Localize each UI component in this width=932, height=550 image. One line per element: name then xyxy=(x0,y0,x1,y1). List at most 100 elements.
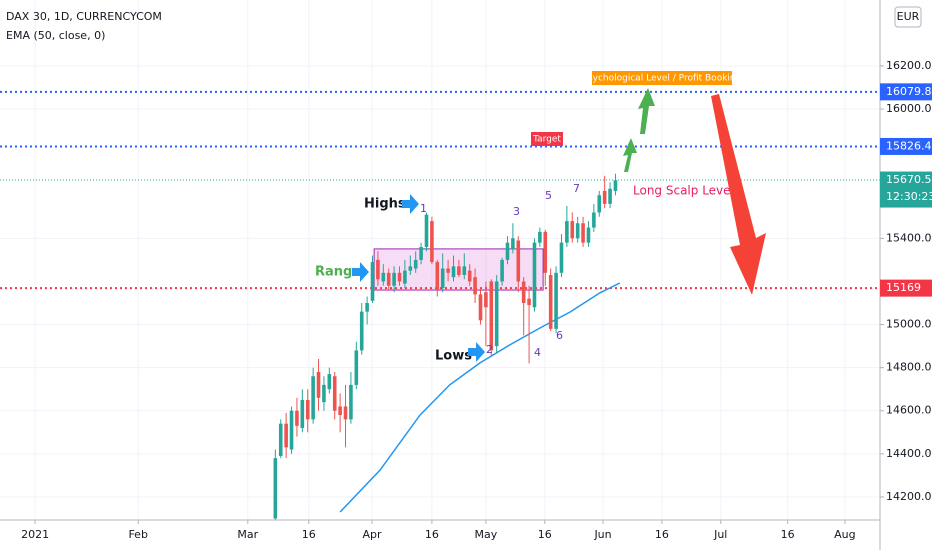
candle-body xyxy=(311,376,315,420)
arrow xyxy=(352,262,369,282)
plot xyxy=(0,90,880,521)
candle-body xyxy=(505,242,510,260)
candle-body xyxy=(332,376,337,411)
x-tick-label: 16 xyxy=(302,528,316,541)
candle-body xyxy=(554,272,558,329)
annotation: Range xyxy=(315,265,361,280)
annotation: Lows xyxy=(435,349,472,364)
candle-body xyxy=(489,281,494,351)
x-tick-label: 16 xyxy=(655,528,669,541)
annotation: 2 xyxy=(486,343,493,356)
grid xyxy=(0,0,880,520)
candle-body xyxy=(392,272,396,286)
psych-box xyxy=(592,71,732,85)
candle-body xyxy=(511,238,515,250)
arrow xyxy=(638,88,655,134)
candle-body xyxy=(424,214,429,247)
candle-body xyxy=(343,406,348,420)
candle-body xyxy=(451,266,456,278)
candle-body xyxy=(397,272,402,282)
x-tick-label: 2021 xyxy=(21,528,49,541)
candle-body xyxy=(602,190,607,204)
candle-body xyxy=(586,227,591,243)
candle-body xyxy=(327,374,332,390)
candle-body xyxy=(581,223,585,243)
candle-body xyxy=(413,259,418,269)
candle-body xyxy=(278,423,283,456)
x-tick-label: Feb xyxy=(128,528,147,541)
annotation: Highs xyxy=(364,197,406,212)
candle-body xyxy=(300,399,305,428)
currency-button[interactable] xyxy=(894,6,922,28)
x-tick-label: 16 xyxy=(781,528,795,541)
candle-body xyxy=(430,221,434,263)
candle-body xyxy=(597,195,602,213)
axes: 14200.0 14400.0 14600.0 14800.0 15000.0 15400… xyxy=(21,59,932,541)
candle-body xyxy=(527,298,531,306)
annotation: 4 xyxy=(534,346,541,359)
candle-body xyxy=(592,212,596,228)
annotation: 5 xyxy=(545,189,552,202)
y-tick-label: 15000.0 xyxy=(886,318,932,331)
candle-body xyxy=(403,270,407,284)
candle-body xyxy=(543,231,548,273)
arrow xyxy=(623,138,637,172)
annotation: Long Scalp Levels xyxy=(633,184,740,198)
candle-body xyxy=(559,242,564,273)
candle-body xyxy=(467,270,472,282)
level-label-bg xyxy=(880,83,932,101)
candle-body xyxy=(289,410,294,450)
candle-body xyxy=(354,350,359,385)
y-tick-label: 14600.0 xyxy=(886,404,932,417)
indicator-legend: EMA (50, close, 0) xyxy=(6,29,105,42)
candle-body xyxy=(516,240,521,282)
annotation: 7 xyxy=(573,182,580,195)
candle-body xyxy=(462,266,467,275)
candle-body xyxy=(419,246,423,260)
candle-body xyxy=(521,281,526,303)
target-box xyxy=(531,132,563,146)
y-tick-label: 14200.0 xyxy=(886,490,932,503)
candle-body xyxy=(500,259,504,282)
annotation: 6 xyxy=(556,329,563,342)
currency[interactable]: EUR xyxy=(897,10,920,23)
x-tick-label: 16 xyxy=(538,528,552,541)
level-label-bg xyxy=(880,279,932,297)
candle-body xyxy=(538,231,542,243)
candle-body xyxy=(473,277,477,295)
x-tick-label: Jul xyxy=(713,528,727,541)
candle-body xyxy=(359,311,364,351)
annotation: 3 xyxy=(513,205,520,218)
candle-body xyxy=(295,410,299,426)
candle-body xyxy=(457,266,461,275)
level-label: 15670.5 xyxy=(886,173,932,186)
candle-body xyxy=(565,221,569,243)
arrow xyxy=(468,342,485,362)
arrow xyxy=(711,94,766,295)
x-tick-label: Apr xyxy=(362,528,382,541)
candle-body xyxy=(408,266,413,271)
y-tick-label: 16000.0 xyxy=(886,102,932,115)
ema-line xyxy=(339,282,621,513)
candle-body xyxy=(322,384,326,403)
annotation: 1 xyxy=(420,202,427,215)
y-tick-label: 14400.0 xyxy=(886,447,932,460)
candle-body xyxy=(440,268,445,288)
annotation: Psychological Level / Profit Booking xyxy=(583,74,742,84)
level-label-bg xyxy=(880,171,932,208)
candle-body xyxy=(381,272,386,282)
candle-body xyxy=(478,294,483,321)
y-tick-label: 16200.0 xyxy=(886,59,932,72)
candle-body xyxy=(386,272,391,286)
candle-body xyxy=(376,259,380,280)
candle-body xyxy=(316,371,321,398)
x-tick-label: Jun xyxy=(593,528,611,541)
candle-body xyxy=(349,384,353,420)
candle-body xyxy=(338,406,342,416)
chart-title: DAX 30, 1D, CURRENCYCOM xyxy=(6,10,162,23)
level-label: 15169 xyxy=(886,281,921,294)
candle-body xyxy=(435,262,440,291)
candle-body xyxy=(273,458,278,519)
candle-body xyxy=(446,268,450,273)
candle-body xyxy=(548,274,553,329)
